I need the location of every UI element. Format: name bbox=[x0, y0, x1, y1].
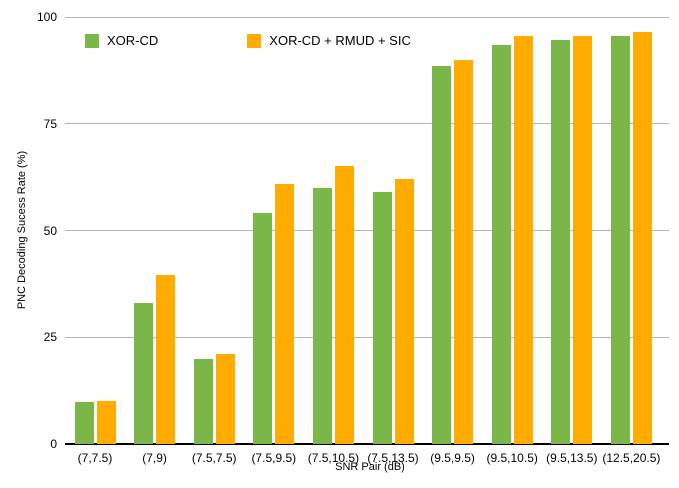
gridline-75 bbox=[65, 123, 669, 125]
gridline-25 bbox=[65, 336, 669, 338]
bar-xor-cd-6 bbox=[432, 66, 452, 444]
x-category-label-0: (7,7.5) bbox=[77, 451, 113, 465]
x-category-label-9: (12.5,20.5) bbox=[602, 451, 661, 465]
bar-xor-cd-5 bbox=[372, 192, 392, 444]
x-category-label-8: (9.5,13.5) bbox=[546, 451, 598, 465]
bar-xor-cd-rmud-sic-3 bbox=[275, 183, 295, 444]
bar-xor-cd-rmud-sic-9 bbox=[632, 31, 652, 444]
bar-xor-cd-rmud-sic-8 bbox=[573, 36, 593, 444]
y-tick-label-100: 100 bbox=[36, 10, 57, 24]
x-category-label-7: (9.5,10.5) bbox=[486, 451, 538, 465]
legend-item-xor-cd: XOR-CD bbox=[85, 34, 158, 48]
bar-xor-cd-rmud-sic-4 bbox=[334, 166, 354, 444]
bar-xor-cd-8 bbox=[551, 40, 571, 444]
legend: XOR-CD XOR-CD + RMUD + SIC bbox=[85, 34, 411, 48]
legend-label-xor-cd: XOR-CD bbox=[107, 33, 159, 48]
x-category-label-5: (7.5,13.5) bbox=[367, 451, 419, 465]
y-tick-label-25: 25 bbox=[43, 330, 57, 345]
x-axis-line bbox=[65, 443, 669, 445]
x-axis-title: SNR Pair (dB) bbox=[335, 461, 405, 473]
bar-xor-cd-2 bbox=[193, 358, 213, 444]
legend-item-xor-cd-rmud-sic: XOR-CD + RMUD + SIC bbox=[247, 34, 411, 48]
bar-xor-cd-rmud-sic-0 bbox=[96, 401, 116, 444]
legend-label-xor-cd-rmud-sic: XOR-CD + RMUD + SIC bbox=[269, 33, 411, 48]
x-category-label-2: (7.5,7.5) bbox=[191, 451, 237, 465]
bar-xor-cd-4 bbox=[312, 187, 332, 444]
bar-xor-cd-9 bbox=[610, 36, 630, 444]
bar-xor-cd-0 bbox=[74, 402, 94, 444]
gridline-100 bbox=[65, 16, 669, 18]
x-category-label-3: (7.5,9.5) bbox=[251, 451, 297, 465]
bar-xor-cd-1 bbox=[134, 303, 154, 444]
y-tick-label-75: 75 bbox=[43, 116, 57, 131]
bar-xor-cd-rmud-sic-5 bbox=[394, 179, 414, 444]
legend-swatch-green-icon bbox=[85, 34, 99, 48]
bar-xor-cd-rmud-sic-6 bbox=[454, 59, 474, 444]
bar-xor-cd-7 bbox=[491, 44, 511, 444]
bar-xor-cd-rmud-sic-1 bbox=[156, 275, 176, 444]
bar-xor-cd-rmud-sic-7 bbox=[513, 36, 533, 444]
bar-xor-cd-rmud-sic-2 bbox=[215, 354, 235, 444]
x-category-label-6: (9.5,9.5) bbox=[430, 451, 475, 465]
legend-swatch-orange-icon bbox=[247, 34, 262, 48]
y-tick-label-50: 50 bbox=[43, 223, 57, 238]
x-category-label-4: (7.5,10.5) bbox=[307, 451, 360, 465]
y-tick-label-0: 0 bbox=[50, 437, 57, 451]
gridline-50 bbox=[65, 230, 669, 231]
bar-xor-cd-3 bbox=[253, 213, 273, 444]
x-category-label-1: (7,9) bbox=[142, 451, 167, 465]
